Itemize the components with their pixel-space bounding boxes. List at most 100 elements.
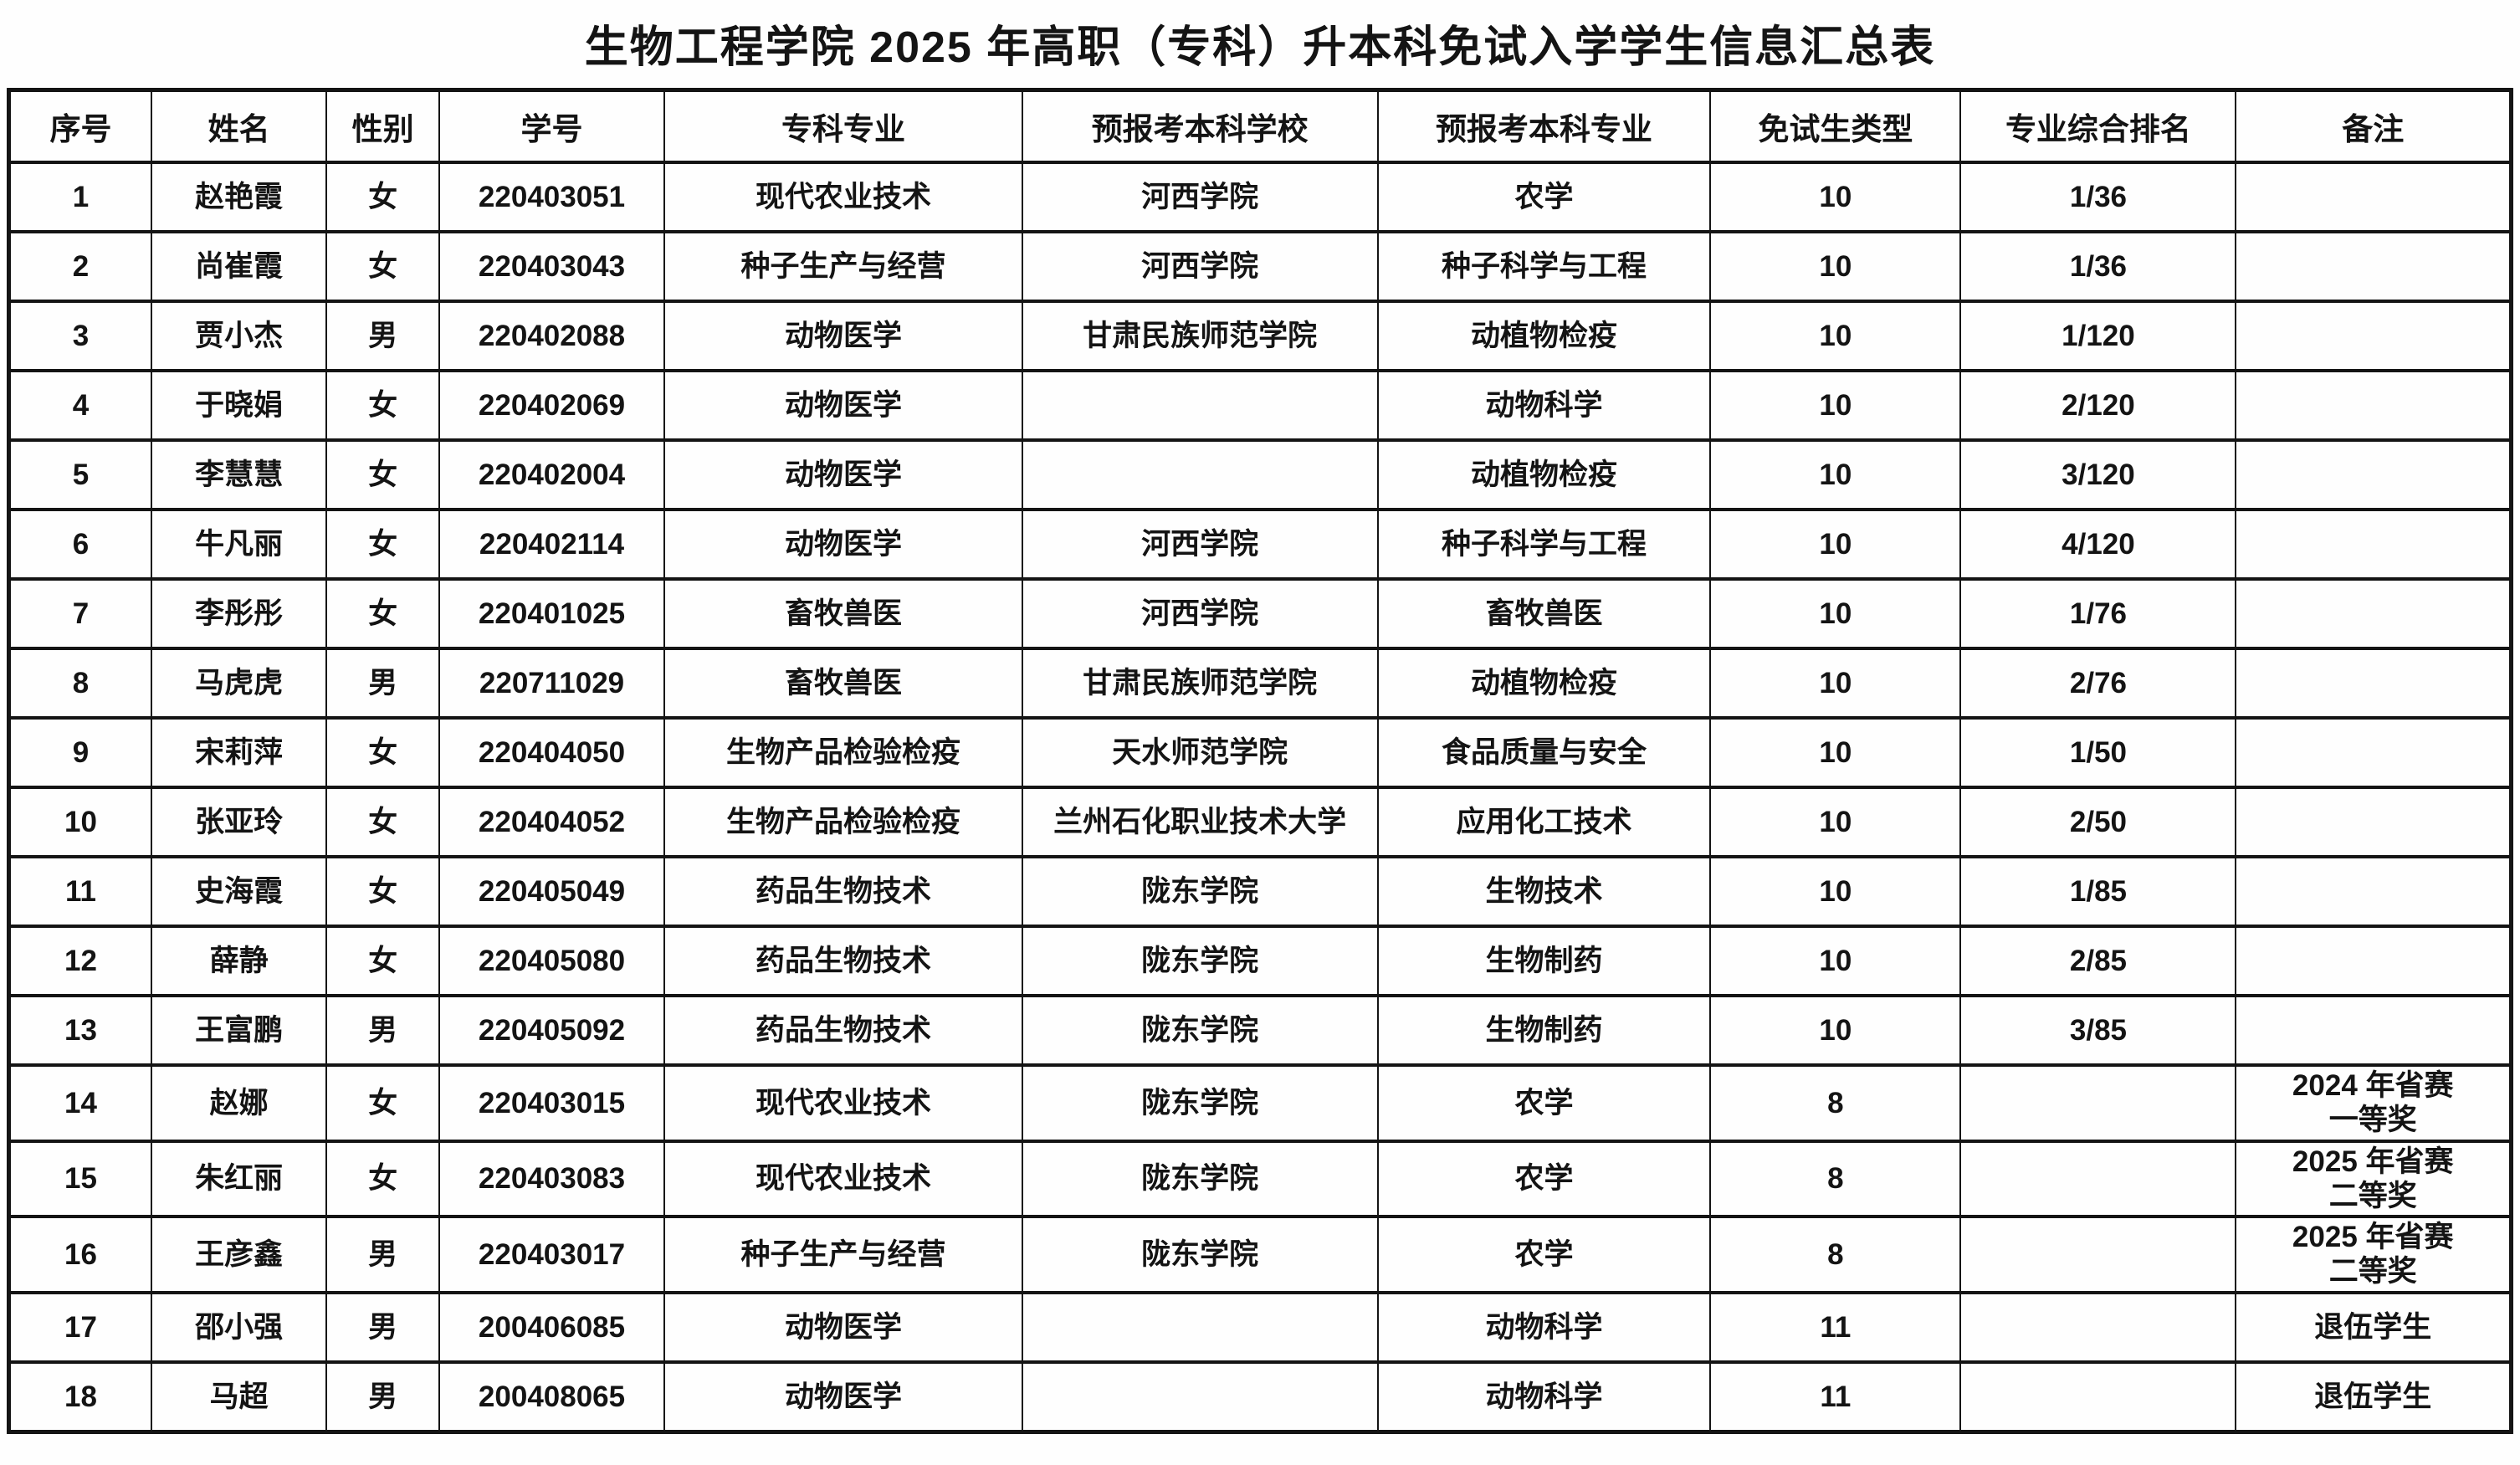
table-cell: 薛静 bbox=[150, 925, 328, 997]
table-cell bbox=[2235, 925, 2512, 997]
table-cell: 10 bbox=[1709, 994, 1962, 1067]
table-cell bbox=[2235, 300, 2512, 372]
table-row: 13 王富鹏男 220405092 药品生物技术 陇东学院 生物制药 10 3/85 bbox=[8, 994, 2512, 1067]
table-cell: 2/76 bbox=[1959, 647, 2237, 720]
table-cell: 18 bbox=[8, 1360, 152, 1434]
table-row: 6 牛凡丽女 220402114 动物医学 河西学院 种子科学与工程 10 4/120 bbox=[8, 508, 2512, 581]
table-cell: 10 bbox=[1709, 786, 1962, 858]
table-cell: 17 bbox=[8, 1290, 152, 1364]
table-cell: 李慧慧 bbox=[150, 438, 328, 511]
table-cell: 河西学院 bbox=[1021, 577, 1379, 650]
table-cell: 女 bbox=[325, 577, 440, 650]
table-cell: 女 bbox=[325, 925, 440, 997]
table-cell: 女 bbox=[325, 716, 440, 789]
table-cell: 10 bbox=[1709, 716, 1962, 789]
table-cell: 现代农业技术 bbox=[663, 1063, 1023, 1143]
column-header: 序号 bbox=[8, 88, 152, 164]
table-cell: 种子科学与工程 bbox=[1376, 230, 1712, 303]
table-cell: 河西学院 bbox=[1021, 230, 1379, 303]
table-cell: 220711029 bbox=[438, 647, 666, 720]
table-cell: 动物医学 bbox=[663, 369, 1023, 442]
table-cell: 河西学院 bbox=[1021, 161, 1379, 233]
table-cell: 11 bbox=[1709, 1290, 1962, 1364]
table-cell: 220402004 bbox=[438, 438, 666, 511]
table-cell bbox=[1959, 1063, 2237, 1143]
column-header: 专业综合排名 bbox=[1959, 88, 2237, 164]
table-cell: 4 bbox=[8, 369, 152, 442]
table-cell: 生物制药 bbox=[1376, 994, 1712, 1067]
table-cell: 河西学院 bbox=[1021, 508, 1379, 581]
table-cell bbox=[2235, 438, 2512, 511]
header-row: 序号 姓名 性别 学号 专科专业 预报考本科学校 预报考本科专业 免试生类型 专业综合排名 备注 bbox=[8, 88, 2512, 164]
table-cell: 动物医学 bbox=[663, 1290, 1023, 1364]
table-cell: 220403017 bbox=[438, 1215, 666, 1294]
table-cell: 农学 bbox=[1376, 1063, 1712, 1143]
table-cell: 200408065 bbox=[438, 1360, 666, 1434]
table-cell: 赵艳霞 bbox=[150, 161, 328, 233]
column-header: 备注 bbox=[2235, 88, 2512, 164]
table-cell: 8 bbox=[1709, 1063, 1962, 1143]
table-cell: 动物科学 bbox=[1376, 1290, 1712, 1364]
table-cell bbox=[2235, 230, 2512, 303]
table-cell: 退伍学生 bbox=[2235, 1360, 2512, 1434]
table-cell: 李彤彤 bbox=[150, 577, 328, 650]
table-cell: 11 bbox=[8, 855, 152, 928]
table-cell: 10 bbox=[1709, 508, 1962, 581]
table-cell: 陇东学院 bbox=[1021, 1063, 1379, 1143]
table-cell: 女 bbox=[325, 508, 440, 581]
table-cell: 200406085 bbox=[438, 1290, 666, 1364]
table-cell: 农学 bbox=[1376, 161, 1712, 233]
table-cell: 女 bbox=[325, 438, 440, 511]
table-cell: 张亚玲 bbox=[150, 786, 328, 858]
table-cell: 陇东学院 bbox=[1021, 925, 1379, 997]
table-cell: 2/85 bbox=[1959, 925, 2237, 997]
table-cell: 1 bbox=[8, 161, 152, 233]
table-cell: 甘肃民族师范学院 bbox=[1021, 300, 1379, 372]
table-cell: 10 bbox=[1709, 647, 1962, 720]
table-cell: 3/120 bbox=[1959, 438, 2237, 511]
student-summary-table: 序号 姓名 性别 学号 专科专业 预报考本科学校 预报考本科专业 免试生类型 专业综合排名 备注 … bbox=[7, 88, 2513, 1434]
table-cell: 女 bbox=[325, 855, 440, 928]
table-cell: 12 bbox=[8, 925, 152, 997]
table-cell: 7 bbox=[8, 577, 152, 650]
table-cell: 动物科学 bbox=[1376, 1360, 1712, 1434]
table-cell: 220405080 bbox=[438, 925, 666, 997]
table-cell: 10 bbox=[1709, 925, 1962, 997]
table-cell: 220405049 bbox=[438, 855, 666, 928]
table-cell: 朱红丽 bbox=[150, 1139, 328, 1219]
table-cell: 女 bbox=[325, 1063, 440, 1143]
table-cell: 220403015 bbox=[438, 1063, 666, 1143]
table-cell: 动物科学 bbox=[1376, 369, 1712, 442]
table-cell: 王富鹏 bbox=[150, 994, 328, 1067]
table-cell: 10 bbox=[1709, 577, 1962, 650]
column-header: 免试生类型 bbox=[1709, 88, 1962, 164]
table-cell: 2025 年省赛 二等奖 bbox=[2235, 1215, 2512, 1294]
table-cell: 种子生产与经营 bbox=[663, 230, 1023, 303]
document-page: 生物工程学院 2025 年高职（专科）升本科免试入学学生信息汇总表 序号 姓名 性别… bbox=[5, 12, 2515, 1434]
table-cell: 种子生产与经营 bbox=[663, 1215, 1023, 1294]
document-title: 生物工程学院 2025 年高职（专科）升本科免试入学学生信息汇总表 bbox=[584, 23, 1936, 72]
table-cell: 陇东学院 bbox=[1021, 994, 1379, 1067]
table-cell: 6 bbox=[8, 508, 152, 581]
table-cell: 1/36 bbox=[1959, 161, 2237, 233]
table-cell bbox=[1959, 1139, 2237, 1219]
table-cell: 陇东学院 bbox=[1021, 1139, 1379, 1219]
table-cell bbox=[2235, 786, 2512, 858]
table-cell: 220403083 bbox=[438, 1139, 666, 1219]
table-cell: 牛凡丽 bbox=[150, 508, 328, 581]
table-cell: 生物技术 bbox=[1376, 855, 1712, 928]
table-cell: 220402069 bbox=[438, 369, 666, 442]
table-cell: 畜牧兽医 bbox=[1376, 577, 1712, 650]
table-cell: 女 bbox=[325, 161, 440, 233]
table-cell: 男 bbox=[325, 647, 440, 720]
table-cell: 现代农业技术 bbox=[663, 161, 1023, 233]
table-cell: 动物医学 bbox=[663, 438, 1023, 511]
table-cell: 宋莉萍 bbox=[150, 716, 328, 789]
table-cell: 生物产品检验检疫 bbox=[663, 786, 1023, 858]
table-row: 4 于晓娟女 220402069 动物医学 动物科学 10 2/120 bbox=[8, 369, 2512, 442]
table-cell: 现代农业技术 bbox=[663, 1139, 1023, 1219]
table-cell: 动植物检疫 bbox=[1376, 300, 1712, 372]
table-cell: 1/36 bbox=[1959, 230, 2237, 303]
table-cell bbox=[2235, 508, 2512, 581]
table-cell: 男 bbox=[325, 300, 440, 372]
